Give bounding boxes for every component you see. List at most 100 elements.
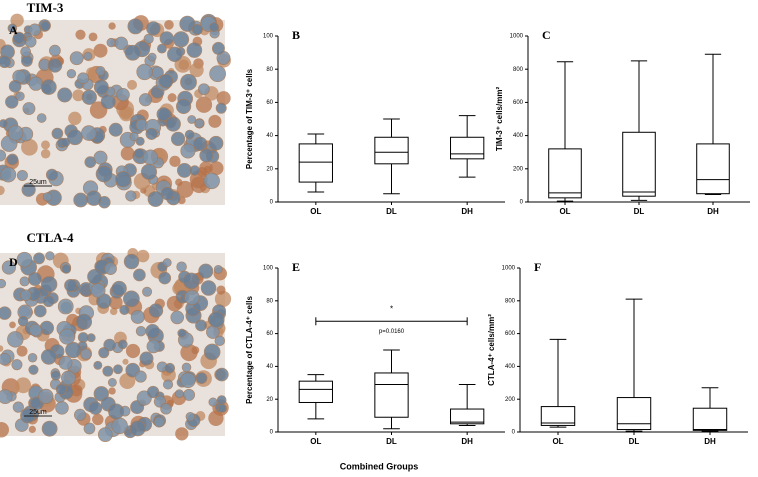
cell — [147, 52, 157, 62]
cell — [142, 286, 153, 297]
y-tick-label: 80 — [266, 298, 273, 304]
cell — [83, 51, 93, 61]
cell — [214, 367, 229, 382]
cell — [50, 370, 61, 381]
y-tick-label: 40 — [266, 133, 273, 139]
cell — [42, 295, 55, 308]
cell — [180, 372, 196, 389]
cell — [66, 68, 77, 79]
cell — [21, 55, 33, 67]
cell — [97, 427, 113, 442]
cell — [180, 143, 196, 159]
x-tick-label: OL — [310, 437, 321, 446]
cell — [28, 76, 44, 91]
y-tick-label: 20 — [266, 166, 273, 172]
box — [696, 143, 730, 195]
cell — [198, 83, 210, 96]
cell — [28, 323, 42, 337]
cell — [129, 420, 146, 437]
stain — [214, 290, 232, 308]
x-tick-label: DH — [461, 207, 473, 216]
cell — [153, 416, 165, 428]
stain — [208, 114, 222, 128]
cell — [125, 190, 137, 202]
cell — [214, 335, 226, 346]
cell — [57, 298, 74, 315]
cell — [198, 263, 214, 279]
stain — [195, 96, 213, 113]
cell — [1, 260, 16, 275]
cell — [147, 191, 164, 207]
box — [450, 408, 485, 425]
cell — [15, 91, 25, 101]
panel-label: B — [292, 28, 300, 42]
stain — [89, 75, 97, 82]
cell — [7, 331, 24, 348]
cell — [180, 73, 197, 91]
cell — [185, 411, 196, 422]
scale-label: 25um — [29, 409, 47, 416]
cell — [160, 402, 172, 415]
cell — [176, 98, 192, 114]
box — [540, 406, 576, 426]
cell — [170, 131, 186, 146]
cell — [49, 44, 61, 57]
x-tick-label: DH — [461, 437, 473, 446]
cell — [157, 43, 167, 54]
cell — [41, 420, 58, 437]
cell — [208, 135, 224, 151]
stain — [167, 93, 177, 103]
panel-label: E — [292, 260, 300, 274]
cell — [199, 148, 214, 163]
cell — [19, 276, 30, 287]
cell — [135, 136, 145, 146]
stain — [216, 285, 226, 295]
cell — [104, 262, 117, 275]
cell — [146, 385, 160, 399]
image-title: CTLA-4 — [27, 230, 74, 245]
stain — [176, 180, 194, 198]
cell — [64, 279, 77, 292]
cell — [148, 303, 164, 318]
box — [374, 372, 409, 418]
cell — [181, 362, 192, 373]
cell — [176, 261, 187, 273]
cell — [123, 253, 140, 270]
cell — [5, 95, 19, 109]
x-tick-label: DH — [707, 207, 719, 216]
cell — [59, 328, 76, 345]
cell — [73, 192, 89, 208]
cell — [164, 362, 176, 374]
cell — [40, 276, 58, 293]
cell — [16, 251, 33, 268]
cell — [189, 165, 200, 176]
x-tick-label: OL — [310, 207, 321, 216]
cell — [113, 364, 123, 375]
cell — [209, 65, 227, 83]
cell — [28, 364, 39, 375]
cell — [98, 347, 110, 359]
stain — [28, 425, 36, 434]
scale-label: 25um — [29, 179, 47, 186]
cell — [162, 379, 174, 390]
cell — [75, 313, 93, 330]
cell — [136, 63, 153, 81]
cell — [95, 165, 113, 183]
cell — [81, 125, 97, 141]
y-tick-label: 200 — [513, 166, 524, 172]
cell — [0, 389, 13, 405]
cell — [22, 102, 36, 115]
cell — [123, 290, 140, 308]
cell — [211, 41, 225, 55]
cell — [81, 89, 97, 105]
box — [548, 148, 582, 199]
cell — [119, 304, 130, 315]
cell — [93, 79, 109, 95]
stain — [136, 249, 150, 263]
cell — [40, 348, 57, 365]
cell — [90, 282, 106, 298]
stain — [175, 427, 189, 441]
cell — [0, 55, 11, 69]
cell — [12, 401, 24, 413]
